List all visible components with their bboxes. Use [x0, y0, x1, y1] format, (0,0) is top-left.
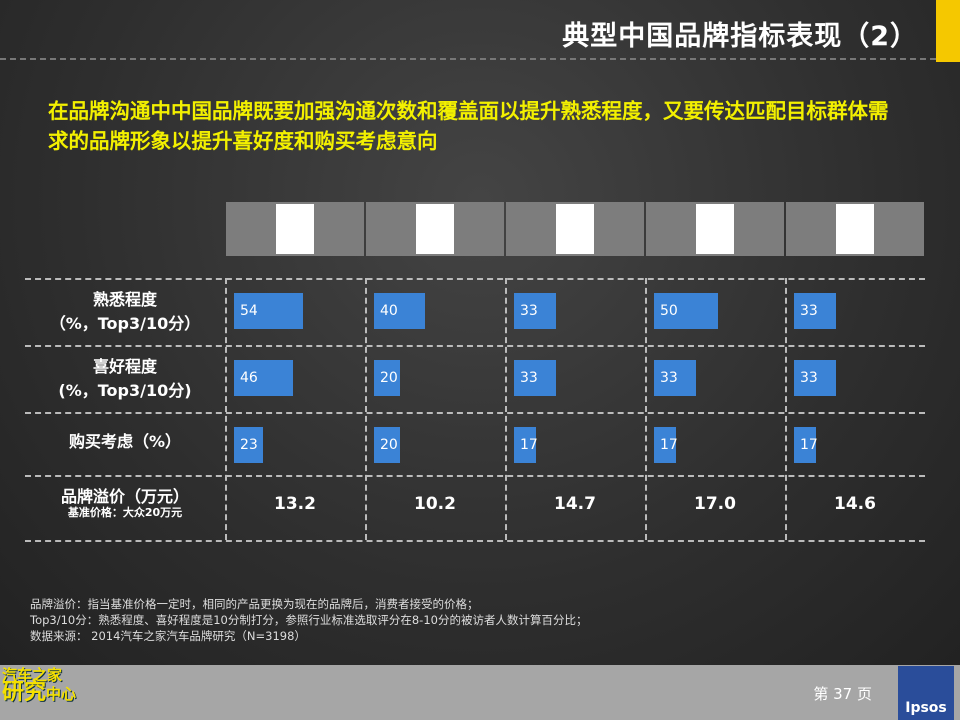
- value-bar: 50: [654, 293, 718, 329]
- page-number: 第 37 页: [813, 685, 872, 703]
- value-bar: 20: [374, 427, 400, 463]
- premium-value: 17.0: [694, 494, 736, 514]
- column-divider: [365, 278, 367, 540]
- value-bar: 33: [514, 293, 557, 329]
- row-label-sub: 基准价格：大众20万元: [67, 506, 183, 519]
- brand-logo-cell: [786, 202, 924, 256]
- row-label-main: 品牌溢价（万元）: [60, 487, 189, 506]
- autohome-logo: 汽车之家 研究中心: [2, 666, 77, 705]
- brand-logo-cell: [366, 202, 504, 256]
- premium-value: 13.2: [274, 494, 316, 514]
- brand-logo-cell: [226, 202, 364, 256]
- value-bar: 17: [794, 427, 818, 463]
- value-bar: 23: [234, 427, 264, 463]
- value-bar: 40: [374, 293, 426, 329]
- value-bar: 17: [654, 427, 678, 463]
- value-bar: 33: [794, 360, 837, 396]
- row-label: 购买考虑（%）: [25, 430, 225, 454]
- row-divider: [25, 412, 925, 414]
- slide: 典型中国品牌指标表现（2） 在品牌沟通中中国品牌既要加强沟通次数和覆盖面以提升熟…: [0, 0, 960, 665]
- premium-value: 10.2: [414, 494, 456, 514]
- row-label-main: 喜好程度: [92, 357, 157, 376]
- row-label: 熟悉程度 （%，Top3/10分）: [25, 288, 225, 336]
- value-bar: 33: [654, 360, 697, 396]
- brand-logo-cell: [646, 202, 784, 256]
- row-label-sub: （%，Top3/10分）: [49, 314, 201, 333]
- value-bar: 20: [374, 360, 400, 396]
- value-bar: 33: [794, 293, 837, 329]
- row-label: 品牌溢价（万元） 基准价格：大众20万元: [25, 487, 225, 519]
- notes: 品牌溢价：指当基准价格一定时，相同的产品更换为现在的品牌后，消费者接受的价格； …: [30, 596, 587, 644]
- page-title: 典型中国品牌指标表现（2）: [562, 21, 918, 52]
- brand-logo: [276, 204, 314, 254]
- ipsos-logo: Ipsos: [898, 666, 954, 720]
- brand-logo: [556, 204, 594, 254]
- premium-value: 14.7: [554, 494, 596, 514]
- value-bar: 54: [234, 293, 304, 329]
- row-label: 喜好程度 (%，Top3/10分): [25, 355, 225, 403]
- column-divider: [645, 278, 647, 540]
- divider: [0, 58, 936, 60]
- row-divider: [25, 540, 925, 542]
- row-label-main: 购买考虑（%）: [68, 432, 182, 451]
- note: Top3/10分：熟悉程度、喜好程度是10分制打分，参照行业标准选取评分在8-1…: [30, 613, 588, 627]
- column-divider: [505, 278, 507, 540]
- brand-logo-cell: [506, 202, 644, 256]
- row-label-main: 熟悉程度: [92, 290, 157, 309]
- note: 品牌溢价：指当基准价格一定时，相同的产品更换为现在的品牌后，消费者接受的价格；: [30, 597, 479, 611]
- value-bar: 33: [514, 360, 557, 396]
- brand-logo: [696, 204, 734, 254]
- row-label-sub: (%，Top3/10分): [58, 381, 192, 400]
- subtitle: 在品牌沟通中中国品牌既要加强沟通次数和覆盖面以提升熟悉程度，又要传达匹配目标群体…: [48, 99, 889, 153]
- brand-logo: [836, 204, 874, 254]
- footer: [0, 665, 960, 720]
- row-divider: [25, 345, 925, 347]
- value-bar: 46: [234, 360, 293, 396]
- row-divider: [25, 278, 925, 280]
- accent-bar: [936, 0, 960, 62]
- brand-logo: [416, 204, 454, 254]
- column-divider: [785, 278, 787, 540]
- value-bar: 17: [514, 427, 538, 463]
- row-divider: [25, 475, 925, 477]
- premium-value: 14.6: [834, 494, 876, 514]
- column-divider: [225, 278, 227, 540]
- note: 数据来源： 2014汽车之家汽车品牌研究（N=3198）: [30, 629, 306, 643]
